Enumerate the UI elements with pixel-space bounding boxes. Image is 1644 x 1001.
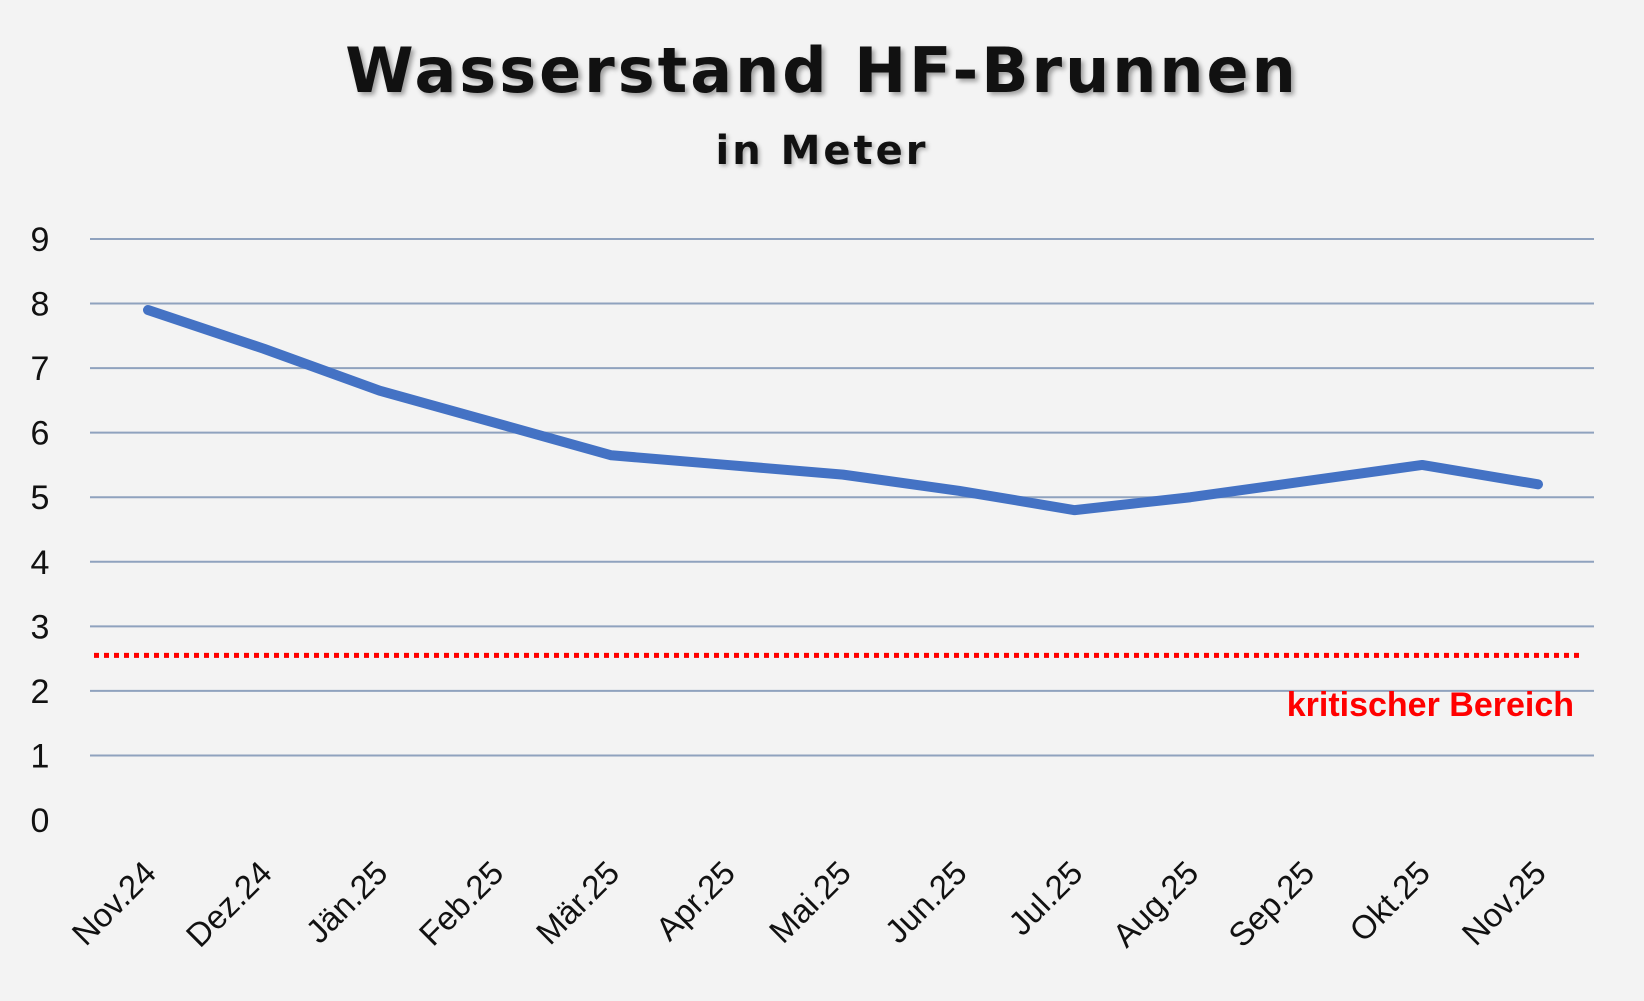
x-tick-label: Sep.25 [1221, 854, 1321, 954]
x-tick-label: Nov.25 [1455, 854, 1553, 952]
y-tick-label: 9 [31, 221, 50, 259]
x-tick-label: Apr.25 [648, 854, 742, 948]
y-tick-label: 2 [31, 673, 50, 711]
chart-title: Wasserstand HF-Brunnen [345, 34, 1299, 107]
y-tick-label: 3 [31, 608, 50, 646]
x-tick-label: Dez.24 [179, 854, 279, 954]
x-tick-label: Aug.25 [1105, 854, 1205, 954]
x-tick-label: Jul.25 [1001, 854, 1089, 942]
x-tick-label: Feb.25 [412, 854, 511, 953]
x-tick-label: Jun.25 [878, 854, 974, 950]
y-tick-label: 8 [31, 286, 50, 324]
x-tick-label: Mär.25 [529, 854, 627, 952]
y-tick-label: 5 [31, 479, 50, 517]
y-tick-label: 4 [31, 544, 50, 582]
critical-threshold-label: kritischer Bereich [1287, 686, 1574, 724]
y-tick-label: 0 [31, 802, 50, 840]
x-tick-label: Mai.25 [762, 854, 858, 950]
x-tick-label: Nov.24 [65, 854, 163, 952]
chart-subtitle: in Meter [715, 128, 929, 174]
x-tick-label: Jän.25 [298, 854, 394, 950]
y-tick-label: 7 [31, 350, 50, 388]
y-tick-label: 6 [31, 415, 50, 453]
y-tick-label: 1 [31, 737, 50, 775]
series-line [143, 305, 1543, 516]
x-tick-label: Okt.25 [1342, 854, 1437, 949]
